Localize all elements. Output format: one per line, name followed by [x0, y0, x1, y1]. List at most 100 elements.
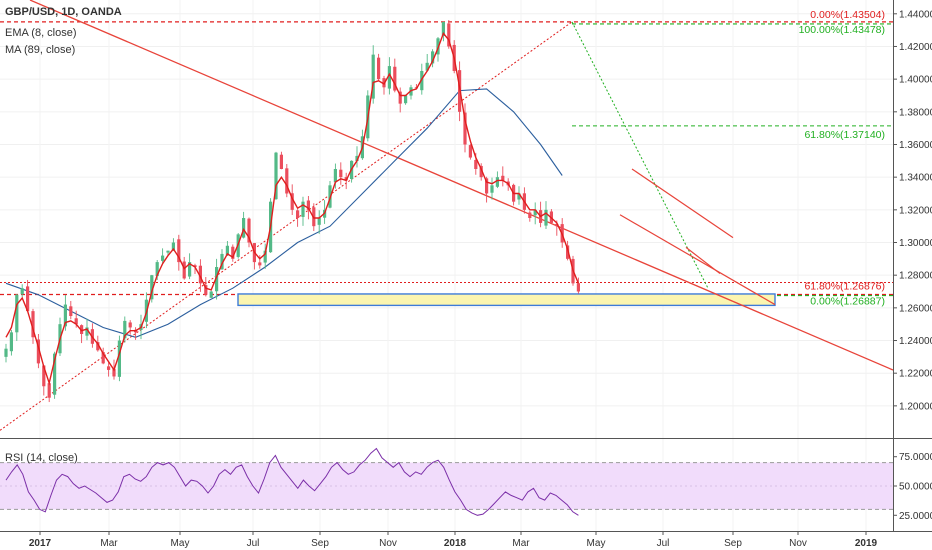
candle-body — [74, 318, 78, 325]
candle-body — [231, 246, 235, 259]
trendline-long-down[interactable] — [29, 0, 894, 371]
channel-mid-line[interactable] — [685, 246, 721, 275]
price-axis[interactable]: 1.44000 1.42000 1.40000 1.38000 1.36000 1.340… — [893, 9, 932, 412]
candle — [398, 87, 402, 113]
candle-body — [463, 112, 467, 145]
candle-body — [279, 154, 283, 169]
rsi-line — [5, 447, 579, 516]
candle-body — [301, 201, 305, 217]
candle-body — [339, 169, 343, 178]
candle-body — [128, 322, 132, 328]
rsi-guides — [0, 462, 893, 510]
time-tick-label: May — [587, 538, 606, 549]
candle — [123, 316, 127, 343]
candle-body — [161, 255, 165, 261]
legend-rsi: RSI (14, close) — [5, 452, 78, 464]
channel-upper-line[interactable] — [631, 168, 734, 239]
candle-body — [31, 311, 35, 338]
candle — [355, 146, 359, 168]
candle-body — [101, 352, 105, 364]
candle-body — [555, 223, 559, 227]
time-axis[interactable]: 2017 Mar May Jul Sep Nov 2018 Mar May Jul Sep Nov 20… — [29, 531, 878, 549]
candle — [31, 308, 35, 344]
fib-label: 61.80%(1.26876) — [804, 281, 885, 293]
candle-body — [317, 218, 321, 225]
candle — [161, 248, 165, 264]
legend-ema: EMA (8, close) — [5, 27, 77, 39]
candle — [215, 258, 219, 300]
candle-body — [258, 262, 262, 266]
candle — [26, 279, 30, 312]
time-tick-label: 2018 — [444, 538, 467, 549]
candle-body — [47, 383, 51, 398]
candle-body — [517, 193, 521, 200]
candle-body — [63, 304, 67, 327]
candle-body — [576, 283, 580, 292]
candle — [333, 163, 337, 189]
rsi-pane[interactable]: 75.0000 50.0000 25.0000 — [0, 447, 932, 522]
candle — [177, 234, 181, 271]
candle — [339, 162, 343, 185]
candle-body — [263, 250, 267, 263]
candle — [15, 294, 19, 341]
candle-body — [468, 145, 472, 158]
fibonacci-labels: 0.00%(1.43504) 100.00%(1.43478) 61.80%(1.3… — [799, 9, 885, 308]
support-zone[interactable] — [237, 293, 776, 307]
candle-body — [107, 366, 111, 370]
candle — [296, 209, 300, 227]
candle-body — [80, 325, 84, 334]
candle-body — [404, 95, 408, 104]
candle-body — [247, 218, 251, 243]
candle — [69, 300, 73, 320]
candle — [371, 45, 375, 104]
candle — [4, 343, 8, 363]
candle-body — [420, 70, 424, 91]
candle-body — [355, 155, 359, 162]
candle-body — [490, 185, 494, 193]
candle-body — [123, 320, 127, 339]
main-pane-background — [0, 0, 893, 438]
candle — [517, 186, 521, 205]
price-tick-label: 1.22000 — [899, 369, 932, 380]
candle — [479, 163, 483, 181]
candle — [463, 103, 467, 153]
candle — [242, 211, 246, 239]
candle-body — [544, 209, 548, 226]
rsi-tick-label: 25.0000 — [899, 511, 932, 522]
candle-body — [209, 291, 213, 298]
candle-body — [96, 342, 100, 351]
price-tick-label: 1.24000 — [899, 336, 932, 347]
price-tick-label: 1.38000 — [899, 107, 932, 118]
time-tick-label: Nov — [379, 538, 397, 549]
candle — [231, 244, 235, 262]
candle — [425, 53, 429, 72]
main-pane[interactable]: 0.00%(1.43504) 100.00%(1.43478) 61.80%(1.3… — [0, 0, 894, 531]
candle — [501, 166, 505, 187]
price-tick-label: 1.26000 — [899, 303, 932, 314]
candle — [128, 320, 132, 335]
candle-body — [285, 168, 289, 194]
candle-body — [112, 368, 116, 377]
fib-label: 61.80%(1.37140) — [804, 129, 885, 141]
price-tick-label: 1.34000 — [899, 173, 932, 184]
ema-8-line — [5, 32, 580, 386]
candle — [42, 365, 46, 396]
time-tick-label: May — [171, 538, 190, 549]
time-tick-label: Jul — [657, 538, 670, 549]
candle-body — [166, 250, 170, 253]
candle — [533, 202, 537, 225]
candle-body — [377, 57, 381, 80]
channel-lower-line[interactable] — [619, 214, 776, 306]
trendlines[interactable] — [29, 0, 894, 371]
candle — [279, 151, 283, 170]
candle — [317, 210, 321, 234]
candle — [20, 284, 24, 297]
candle — [209, 290, 213, 299]
candle — [247, 217, 251, 248]
price-grid — [0, 0, 893, 531]
candle-body — [225, 245, 229, 256]
candle — [150, 274, 154, 303]
price-tick-label: 1.28000 — [899, 271, 932, 282]
candle-body — [182, 261, 186, 279]
